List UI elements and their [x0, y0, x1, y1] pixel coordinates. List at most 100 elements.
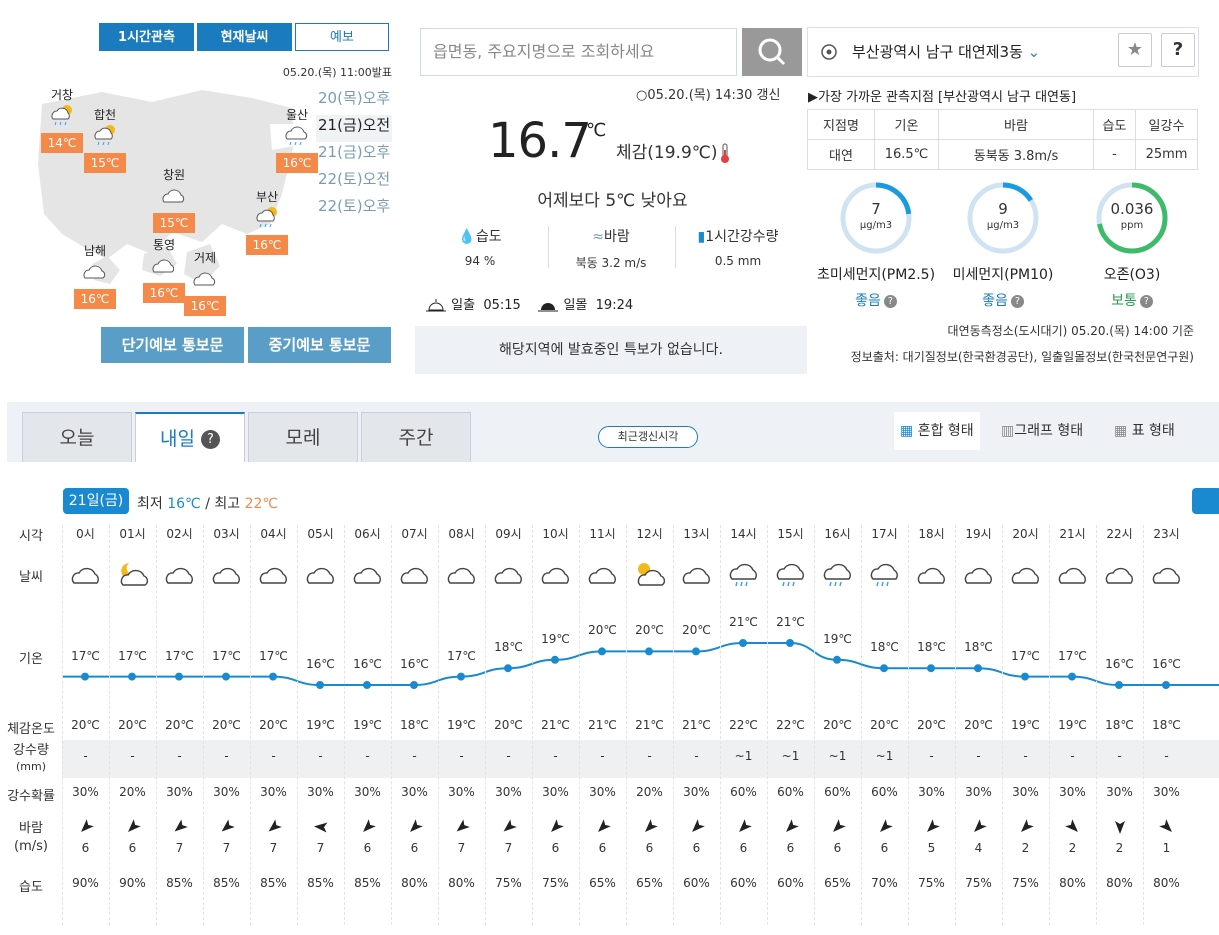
cloud-icon — [438, 559, 485, 594]
hour-temp-label: 21℃ — [776, 615, 805, 629]
view-mixed-button[interactable]: ▦ 혼합 형태 — [894, 412, 980, 450]
city-geoje[interactable]: 거제 16℃ — [177, 249, 233, 316]
hour-column: 11시 20℃ 21℃ - 30% 6 65% — [579, 525, 626, 925]
table-header: 일강수 — [1135, 109, 1198, 140]
tab-tomorrow[interactable]: 내일 ? — [135, 412, 245, 462]
city-busan[interactable]: 부산 16℃ — [239, 188, 295, 255]
hour-prob: 30% — [401, 785, 428, 799]
hour-column: 15시 21℃ 22℃ ~1 60% 6 60% — [767, 525, 814, 925]
hour-precip: - — [1070, 749, 1075, 763]
temp-point — [128, 672, 136, 681]
tab-weekly[interactable]: 주간 — [361, 412, 471, 462]
question-icon[interactable]: ? — [201, 430, 220, 449]
city-tongyeong[interactable]: 통영 16℃ — [136, 236, 192, 303]
latest-update-button[interactable]: 최근갱신시각 — [598, 426, 698, 448]
cloud-icon — [1049, 559, 1096, 594]
tab-today[interactable]: 오늘 — [22, 412, 132, 462]
location-target-icon[interactable] — [820, 43, 838, 61]
hour-humidity: 65% — [824, 876, 851, 890]
hour-precip: - — [1023, 749, 1028, 763]
time-item[interactable]: 22(토)오전 — [318, 170, 391, 188]
hour-prob: 30% — [965, 785, 992, 799]
short-term-bulletin-button[interactable]: 단기예보 통보문 — [101, 327, 244, 363]
hour-feels: 18℃ — [1105, 718, 1134, 732]
hour-feels: 19℃ — [306, 718, 335, 732]
hour-feels: 20℃ — [870, 718, 899, 732]
help-button[interactable]: ? — [1161, 33, 1195, 67]
view-table-button[interactable]: ▦ 표 형태 — [1108, 412, 1181, 450]
tab-forecast[interactable]: 예보 — [295, 23, 389, 51]
question-icon[interactable]: ? — [1010, 294, 1024, 308]
hour-feels: 19℃ — [1058, 718, 1087, 732]
hour-feels: 20℃ — [964, 718, 993, 732]
tab-1hour-obs[interactable]: 1시간관측 — [99, 23, 194, 51]
time-item-selected[interactable]: 21(금)오전 — [316, 115, 392, 142]
hour-humidity: 85% — [213, 876, 240, 890]
location-select[interactable]: 부산광역시 남구 대연제3동 ⌄ — [852, 41, 1040, 62]
cloud-icon — [1143, 559, 1190, 594]
cloud-icon — [673, 559, 720, 594]
tab-current-weather[interactable]: 현재날씨 — [197, 23, 292, 51]
cloud-icon — [193, 272, 216, 286]
city-temp: 16℃ — [143, 283, 185, 303]
hour-feels: 19℃ — [1011, 718, 1040, 732]
hour-wind-speed: 5 — [927, 841, 936, 855]
table-cell: 동북동 3.8m/s — [938, 139, 1094, 170]
city-name: 통영 — [152, 238, 176, 252]
time-item[interactable]: 20(목)오후 — [318, 89, 391, 107]
city-name: 거창 — [50, 88, 74, 102]
hour-temp-label: 21℃ — [729, 615, 758, 629]
hour-humidity: 80% — [1153, 876, 1180, 890]
hour-precip: - — [600, 749, 605, 763]
hour-prob: 60% — [730, 785, 757, 799]
hour-feels: 20℃ — [917, 718, 946, 732]
air-label: 초미세먼지(PM2.5) — [816, 267, 936, 283]
temp-point — [363, 681, 371, 689]
city-ulsan[interactable]: 울산 16℃ — [269, 106, 325, 173]
hour-time: 10시 — [542, 527, 569, 541]
temp-point — [645, 647, 653, 656]
hour-humidity: 75% — [495, 876, 522, 890]
time-item[interactable]: 22(토)오후 — [318, 197, 391, 215]
cloud-icon — [162, 189, 185, 203]
grid-line — [1049, 525, 1050, 925]
view-graph-button[interactable]: ▥그래프 형태 — [995, 412, 1089, 450]
city-hapcheon[interactable]: 합천 15℃ — [77, 106, 133, 173]
hour-temp-label: 20℃ — [682, 623, 711, 638]
air-gauge: 9 μg/m3 — [965, 180, 1041, 256]
time-item[interactable]: 21(금)오후 — [318, 143, 391, 161]
wind-arrow-icon — [626, 819, 673, 838]
question-icon[interactable]: ? — [883, 294, 897, 308]
city-temp: 15℃ — [84, 153, 126, 173]
table-header-row: 지점명 기온 바람 습도 일강수 — [807, 109, 1198, 140]
grid-line — [767, 525, 768, 925]
hour-column: 04시 17℃ 20℃ - 30% 7 85% — [250, 525, 297, 925]
search-button[interactable] — [742, 28, 802, 76]
hour-temp-label: 16℃ — [353, 657, 382, 671]
hour-wind-speed: 6 — [410, 841, 419, 855]
hour-time: 16시 — [824, 527, 851, 541]
hour-wind-speed: 4 — [974, 841, 983, 855]
wind-arrow-icon — [391, 819, 438, 838]
star-icon: ★ — [1126, 39, 1144, 60]
stat-label: 1시간강수량 — [705, 229, 779, 245]
city-changwon[interactable]: 창원 15℃ — [146, 166, 202, 233]
min-temp: 16℃ — [167, 496, 201, 512]
table-header: 기온 — [874, 109, 939, 140]
tab-day-after[interactable]: 모레 — [248, 412, 358, 462]
mid-term-bulletin-button[interactable]: 중기예보 통보문 — [248, 327, 391, 363]
map-announce-time: 05.20.(목) 11:00발표 — [282, 66, 392, 79]
grid-line — [344, 525, 345, 925]
grid-line — [203, 525, 204, 925]
city-namhae[interactable]: 남해 16℃ — [67, 242, 123, 309]
wind-arrow-icon — [485, 819, 532, 838]
row-label-weather: 날씨 — [19, 570, 43, 585]
city-geochang[interactable]: 거창 14℃ — [34, 86, 90, 153]
question-icon[interactable]: ? — [1139, 294, 1153, 308]
hour-time: 05시 — [307, 527, 334, 541]
hour-wind-speed: 6 — [598, 841, 607, 855]
city-temp: 15℃ — [153, 213, 195, 233]
search-input[interactable]: 읍면동, 주요지명으로 조회하세요 — [420, 28, 737, 76]
mixed-chart-icon: ▦ — [900, 423, 914, 439]
favorite-button[interactable]: ★ — [1118, 33, 1152, 67]
